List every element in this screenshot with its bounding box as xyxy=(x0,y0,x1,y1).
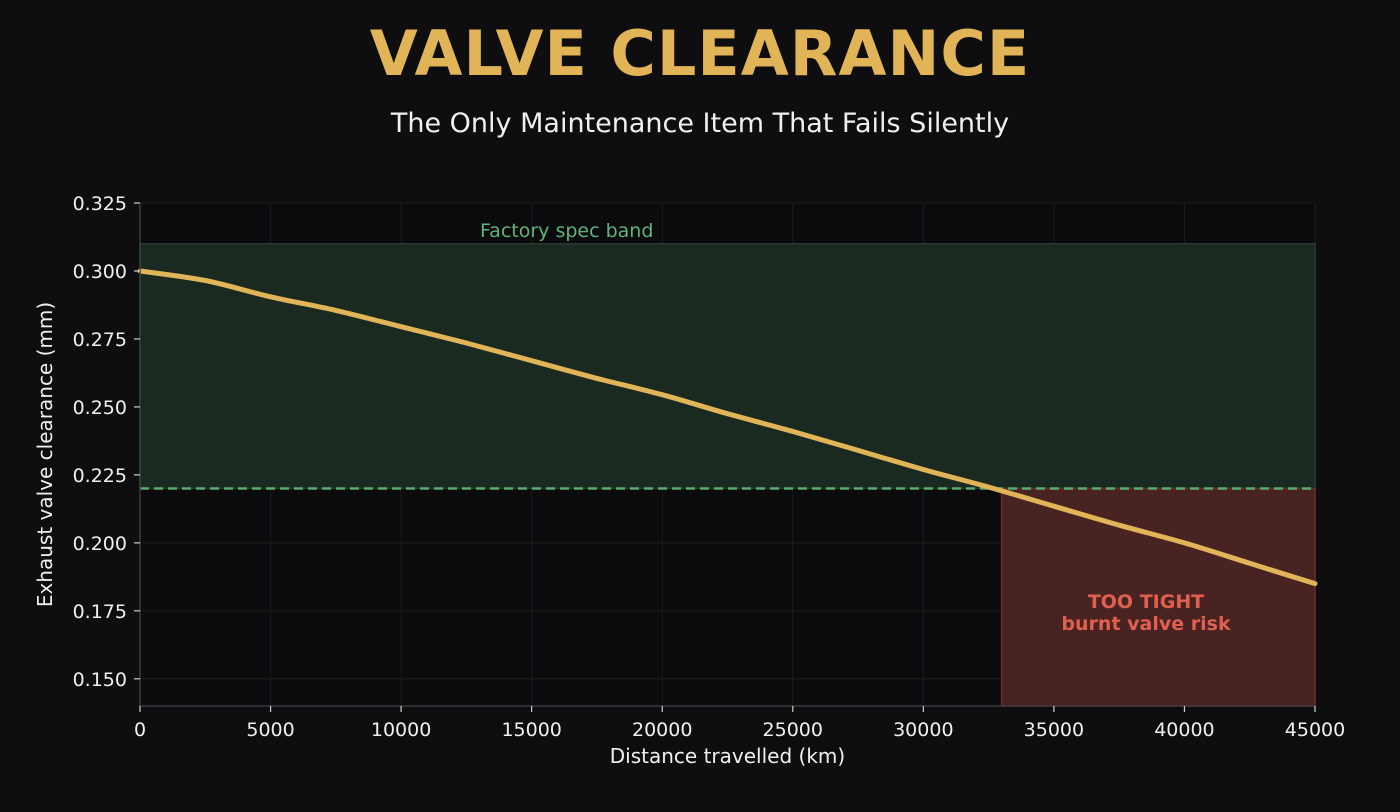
x-tick-label: 25000 xyxy=(763,719,823,741)
x-tick-label: 10000 xyxy=(371,719,431,741)
x-axis-label: Distance travelled (km) xyxy=(610,744,845,768)
risk-label-title: TOO TIGHT xyxy=(1088,591,1204,613)
y-tick-label: 0.200 xyxy=(73,533,127,555)
y-axis-label: Exhaust valve clearance (mm) xyxy=(33,302,57,607)
x-tick-label: 40000 xyxy=(1154,719,1214,741)
y-tick-label: 0.225 xyxy=(73,465,127,487)
chart-subtitle: The Only Maintenance Item That Fails Sil… xyxy=(390,108,1010,139)
spec-band-label: Factory spec band xyxy=(480,220,653,242)
y-tick-label: 0.150 xyxy=(73,669,127,691)
x-tick-label: 35000 xyxy=(1024,719,1084,741)
clearance-line xyxy=(137,268,1318,587)
y-tick-label: 0.250 xyxy=(73,397,127,419)
y-tick-label: 0.325 xyxy=(73,193,127,215)
x-tick-label: 0 xyxy=(134,719,146,741)
y-tick-label: 0.275 xyxy=(73,329,127,351)
spec-band xyxy=(139,243,1316,490)
risk-zone xyxy=(1000,487,1316,707)
x-tick-label: 5000 xyxy=(246,719,294,741)
x-tick-label: 30000 xyxy=(893,719,953,741)
chart-title: VALVE CLEARANCE xyxy=(369,17,1031,90)
risk-label-detail: burnt valve risk xyxy=(1061,613,1231,635)
x-tick-labels: 0 5000 10000 15000 20000 25000 30000 35000 40000… xyxy=(134,706,1345,741)
y-tick-label: 0.300 xyxy=(73,261,127,283)
x-tick-label: 15000 xyxy=(501,719,561,741)
x-tick-label: 20000 xyxy=(632,719,692,741)
y-tick-label: 0.175 xyxy=(73,601,127,623)
y-tick-labels: 0.150 0.175 0.200 0.225 0.250 0.275 0.300 0.325 xyxy=(73,193,140,691)
x-tick-label: 45000 xyxy=(1285,719,1345,741)
axes xyxy=(139,203,1315,707)
